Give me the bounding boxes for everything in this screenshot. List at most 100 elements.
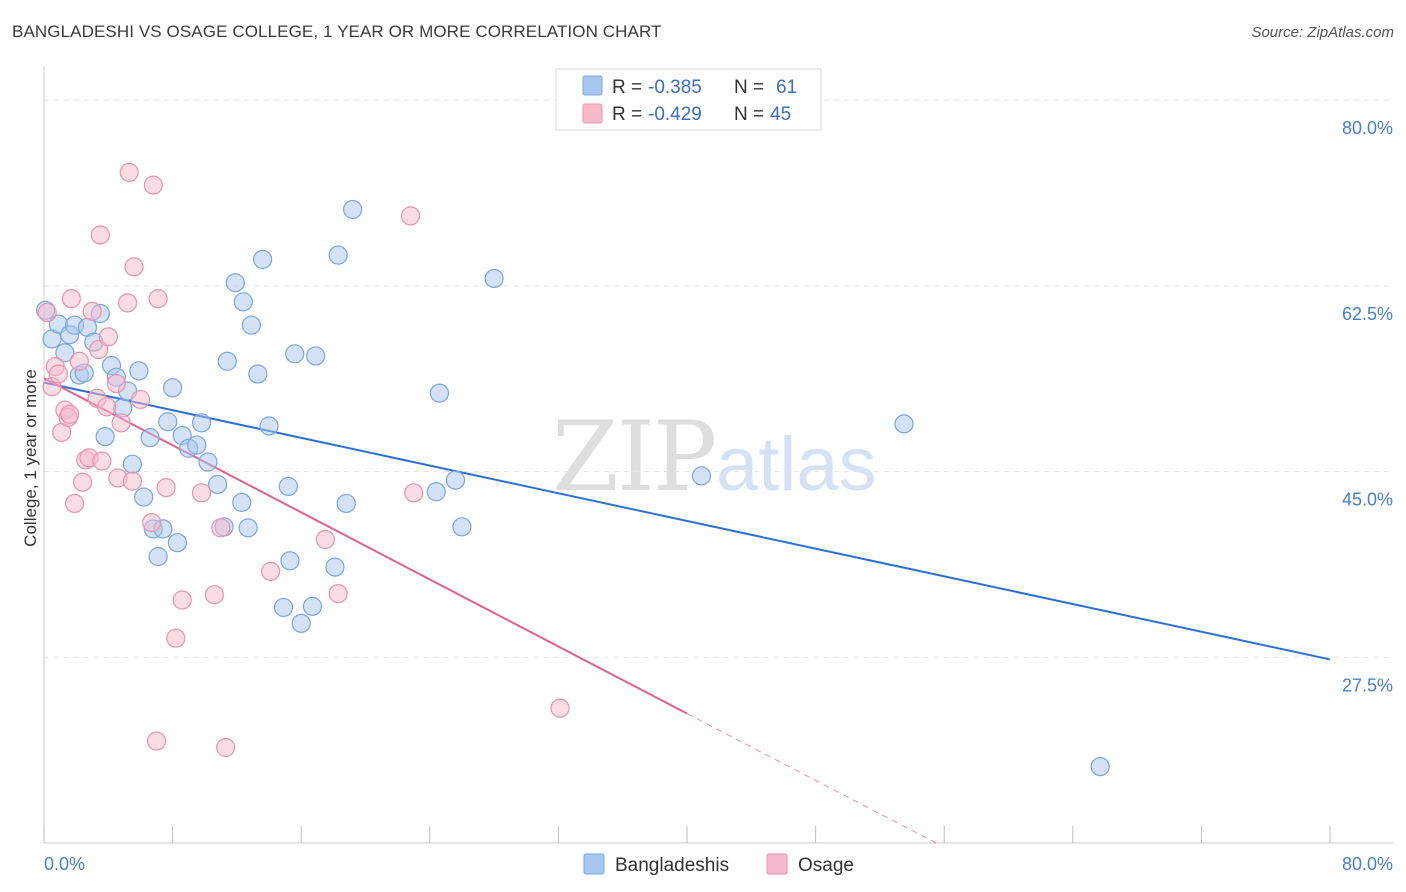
- data-point-osage: [37, 302, 57, 323]
- data-point-osage: [98, 327, 118, 347]
- data-point-osage: [146, 731, 167, 751]
- data-point-bangladeshis: [241, 315, 261, 335]
- grid-lines: [44, 99, 1393, 658]
- legend-n-label-blue: N =: [734, 77, 764, 98]
- y-tick-labels: 27.5% 45.0% 62.5% 80.0%: [1342, 118, 1393, 695]
- data-point-bangladeshis: [452, 517, 472, 537]
- data-point-bangladeshis: [208, 474, 228, 494]
- legend-r-value-pink: -0.429: [648, 104, 702, 125]
- data-point-osage: [315, 529, 335, 550]
- bottom-legend-label-bangladeshis: Bangladeshis: [615, 855, 729, 876]
- data-point-osage: [130, 389, 151, 410]
- data-point-osage: [550, 698, 570, 718]
- data-point-bangladeshis: [167, 533, 188, 553]
- data-point-bangladeshis: [343, 199, 363, 220]
- legend-n-label-pink: N =: [734, 104, 764, 125]
- data-point-osage: [92, 451, 112, 471]
- data-point-bangladeshis: [198, 452, 218, 472]
- data-point-osage: [60, 404, 80, 424]
- data-point-bangladeshis: [238, 518, 258, 538]
- data-point-osage: [148, 289, 168, 309]
- legend-r-label-pink: R =: [612, 104, 642, 125]
- data-point-bangladeshis: [280, 551, 300, 571]
- bottom-legend-swatch-osage: [766, 853, 788, 875]
- y-axis-label: College, 1 year or more: [21, 369, 40, 547]
- legend-n-value-pink: 45: [770, 104, 791, 125]
- trend-line-osage-extension: [686, 713, 937, 844]
- data-point-osage: [82, 301, 102, 321]
- data-point-bangladeshis: [191, 413, 212, 433]
- data-point-osage: [204, 585, 224, 605]
- data-point-osage: [111, 413, 131, 433]
- data-point-bangladeshis: [691, 466, 712, 486]
- data-point-osage: [89, 339, 109, 360]
- y-tick-label: 45.0%: [1342, 490, 1393, 510]
- data-point-osage: [400, 206, 421, 226]
- data-point-osage: [172, 590, 192, 610]
- data-points: [36, 162, 1110, 777]
- data-point-bangladeshis: [225, 273, 245, 293]
- bottom-legend-label-osage: Osage: [798, 855, 854, 876]
- data-point-bangladeshis: [894, 414, 914, 434]
- data-point-bangladeshis: [325, 557, 345, 577]
- data-point-osage: [328, 584, 348, 604]
- watermark-atlas: atlas: [716, 422, 877, 507]
- data-point-bangladeshis: [248, 364, 268, 384]
- data-point-bangladeshis: [140, 428, 160, 448]
- legend-swatch-pink: [582, 103, 603, 124]
- data-point-bangladeshis: [285, 344, 305, 364]
- data-point-osage: [191, 483, 212, 503]
- data-point-osage: [156, 477, 176, 498]
- data-point-osage: [124, 257, 144, 277]
- data-point-osage: [122, 471, 143, 491]
- legend-n-value-blue: 61: [776, 77, 797, 98]
- bottom-legend-swatch-bangladeshis: [583, 853, 605, 875]
- data-point-bangladeshis: [187, 435, 207, 455]
- data-point-bangladeshis: [273, 597, 294, 618]
- data-point-bangladeshis: [1090, 756, 1110, 777]
- data-point-bangladeshis: [291, 613, 311, 633]
- data-point-bangladeshis: [134, 487, 154, 507]
- data-point-osage: [119, 162, 139, 182]
- data-point-bangladeshis: [336, 493, 356, 514]
- data-point-bangladeshis: [148, 546, 168, 567]
- legend-r-label-blue: R =: [612, 77, 642, 98]
- data-point-bangladeshis: [426, 482, 446, 502]
- data-point-osage: [142, 512, 162, 533]
- data-point-bangladeshis: [217, 351, 237, 371]
- data-point-bangladeshis: [429, 383, 450, 403]
- data-point-osage: [72, 472, 93, 492]
- data-point-bangladeshis: [253, 249, 273, 269]
- data-point-bangladeshis: [129, 361, 149, 381]
- data-point-bangladeshis: [122, 454, 143, 474]
- data-point-osage: [117, 293, 138, 313]
- data-point-bangladeshis: [233, 292, 253, 312]
- data-point-bangladeshis: [259, 416, 279, 436]
- data-point-osage: [216, 737, 236, 758]
- data-point-bangladeshis: [306, 346, 326, 366]
- axes: [43, 66, 1393, 844]
- data-point-bangladeshis: [95, 426, 115, 447]
- data-point-osage: [261, 561, 281, 581]
- data-point-osage: [90, 225, 110, 245]
- x-tick-label-min: 0.0%: [44, 854, 85, 874]
- correlation-legend: R = -0.385 N = 61 R = -0.429 N = 45: [555, 68, 822, 131]
- legend-r-value-blue: -0.385: [648, 77, 702, 98]
- series-legend: Bangladeshis Osage: [583, 853, 854, 876]
- data-point-bangladeshis: [232, 492, 252, 512]
- data-point-osage: [166, 628, 186, 648]
- legend-swatch-blue: [582, 75, 603, 96]
- data-point-bangladeshis: [484, 268, 504, 289]
- chart-title: BANGLADESHI VS OSAGE COLLEGE, 1 YEAR OR …: [12, 22, 662, 41]
- watermark-zip: ZIP: [552, 401, 715, 513]
- data-point-bangladeshis: [328, 245, 348, 265]
- data-point-osage: [106, 373, 126, 394]
- data-point-bangladeshis: [445, 470, 466, 490]
- data-point-bangladeshis: [158, 412, 178, 432]
- y-tick-label: 27.5%: [1342, 675, 1393, 695]
- data-point-bangladeshis: [163, 378, 183, 398]
- data-point-osage: [48, 364, 69, 384]
- trend-line-bangladeshis: [43, 381, 1331, 661]
- data-point-osage: [211, 518, 231, 538]
